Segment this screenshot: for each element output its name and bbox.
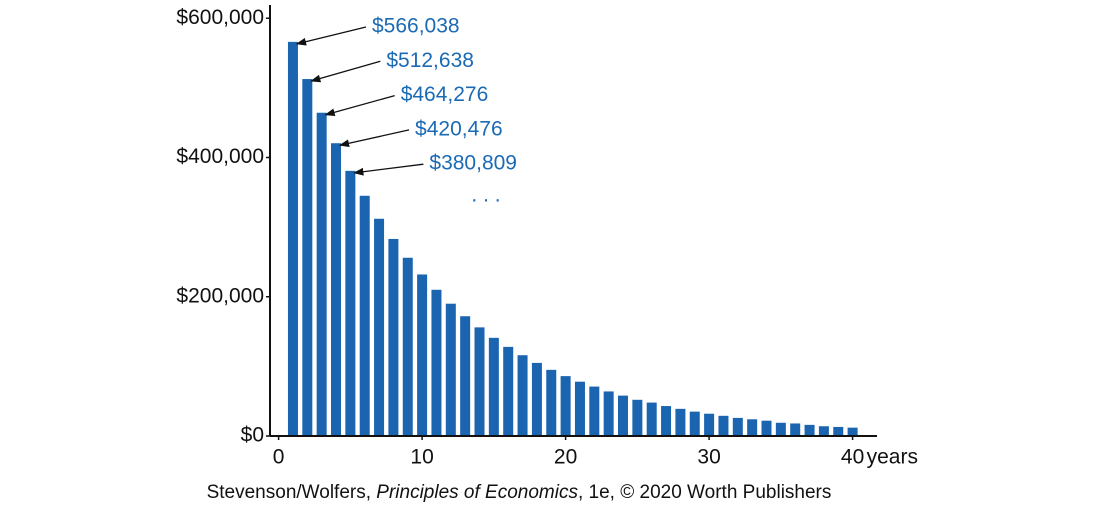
- arrow: [310, 60, 381, 83]
- y-tick-label: $600,000: [176, 6, 264, 29]
- bar: [345, 170, 356, 436]
- bar: [747, 419, 758, 436]
- bar: [374, 218, 385, 436]
- bar: [618, 395, 629, 436]
- source-part: , 1e, © 2020 Worth Publishers: [578, 482, 831, 503]
- arrow: [324, 94, 395, 117]
- bar: [689, 411, 700, 436]
- bar: [460, 316, 471, 436]
- bar: [632, 399, 643, 436]
- data-label: $464,276: [401, 83, 489, 106]
- x-tick-label: 30: [697, 446, 720, 469]
- bar: [646, 402, 657, 436]
- bar: [560, 376, 571, 436]
- bar: [316, 112, 327, 436]
- bar: [287, 41, 298, 436]
- x-tick-label: 20: [554, 446, 577, 469]
- bar: [603, 391, 614, 436]
- bar: [445, 303, 456, 436]
- x-tick-label: 40: [841, 446, 864, 469]
- bar: [804, 424, 815, 436]
- bar: [488, 337, 499, 436]
- arrow: [353, 163, 424, 176]
- bar: [388, 238, 399, 436]
- x-tick-label: 0: [273, 446, 285, 469]
- source: Stevenson/Wolfers, Principles of Economi…: [207, 482, 832, 503]
- data-label: $566,038: [372, 15, 460, 38]
- x-axis-label: years: [867, 446, 918, 469]
- data-label: $380,809: [429, 152, 517, 175]
- bar: [431, 289, 442, 436]
- source-part: Stevenson/Wolfers,: [207, 482, 377, 503]
- bar: [589, 386, 600, 436]
- arrow: [338, 129, 410, 148]
- source-part: Principles of Economics: [376, 482, 578, 503]
- bar: [675, 408, 686, 436]
- bar: [474, 327, 485, 436]
- bar: [661, 406, 672, 436]
- bar: [761, 420, 772, 436]
- y-tick-label: $400,000: [176, 145, 264, 168]
- annotation: . . .: [471, 184, 500, 207]
- bar: [732, 417, 743, 436]
- bar: [704, 413, 715, 436]
- data-label: $420,476: [415, 117, 503, 140]
- bar: [302, 79, 313, 436]
- bar: [546, 369, 557, 436]
- bar: [331, 143, 342, 436]
- bar: [847, 427, 858, 436]
- data-label: $512,638: [386, 49, 474, 72]
- x-tick-label: 10: [410, 446, 433, 469]
- bar: [359, 195, 370, 436]
- bar: [833, 426, 844, 436]
- y-tick-label: $200,000: [176, 284, 264, 307]
- arrow: [295, 26, 367, 46]
- bar: [417, 274, 428, 436]
- y-tick-label: $0: [241, 424, 264, 447]
- bar: [718, 415, 729, 436]
- bar: [818, 426, 829, 436]
- bar: [531, 362, 542, 436]
- bar: [517, 355, 528, 436]
- bar: [503, 346, 514, 436]
- bar: [574, 381, 585, 436]
- bar: [402, 257, 413, 436]
- bar: [775, 422, 786, 436]
- bar: [790, 423, 801, 436]
